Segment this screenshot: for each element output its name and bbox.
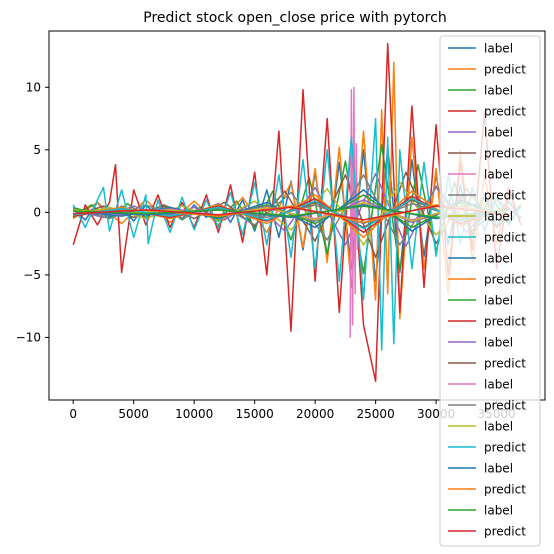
legend-label: predict [484,189,526,203]
y-tick-label: 10 [26,80,41,94]
legend-label: predict [484,525,526,539]
x-tick-label: 10000 [175,407,213,421]
plot-lines [72,42,522,382]
legend-label: predict [484,231,526,245]
legend-label: label [484,42,513,56]
legend-label: predict [484,147,526,161]
x-tick-label: 25000 [357,407,395,421]
legend-label: label [484,462,513,476]
legend-label: predict [484,483,526,497]
series-8-label-line [73,181,510,246]
legend-label: predict [484,399,526,413]
x-tick-label: 15000 [236,407,274,421]
legend-label: label [484,126,513,140]
legend-label: label [484,336,513,350]
legend-label: predict [484,441,526,455]
legend-label: predict [484,273,526,287]
y-tick-label: 0 [33,205,41,219]
legend-frame [439,35,541,547]
legend-label: label [484,84,513,98]
legend-label: label [484,210,513,224]
series-20-label-line [73,204,509,220]
plot-frame [48,30,546,401]
legend: label predict label predict label predict labe… [439,35,541,547]
y-tick-label: −10 [16,330,41,344]
legend-label: label [484,378,513,392]
legend-label: label [484,420,513,434]
chart-title: Predict stock open_close price with pyto… [143,10,446,26]
legend-label: predict [484,105,526,119]
x-tick-label: 0 [69,407,77,421]
legend-label: label [484,294,513,308]
x-tick-label: 20000 [296,407,334,421]
series-22-label-line [73,205,509,219]
legend-label: predict [484,315,526,329]
legend-label: predict [484,357,526,371]
series-19-predict-line [73,197,509,230]
series-23-predict-line [73,205,509,221]
x-tick-label: 5000 [118,407,149,421]
legend-label: label [484,252,513,266]
y-tick-label: 5 [33,143,41,157]
legend-label: label [484,168,513,182]
legend-label: label [484,504,513,518]
y-axis: −10 −5 0 5 10 [16,80,49,344]
y-tick-label: −5 [23,268,41,282]
series-6-label-line [349,86,359,338]
legend-label: predict [484,63,526,77]
